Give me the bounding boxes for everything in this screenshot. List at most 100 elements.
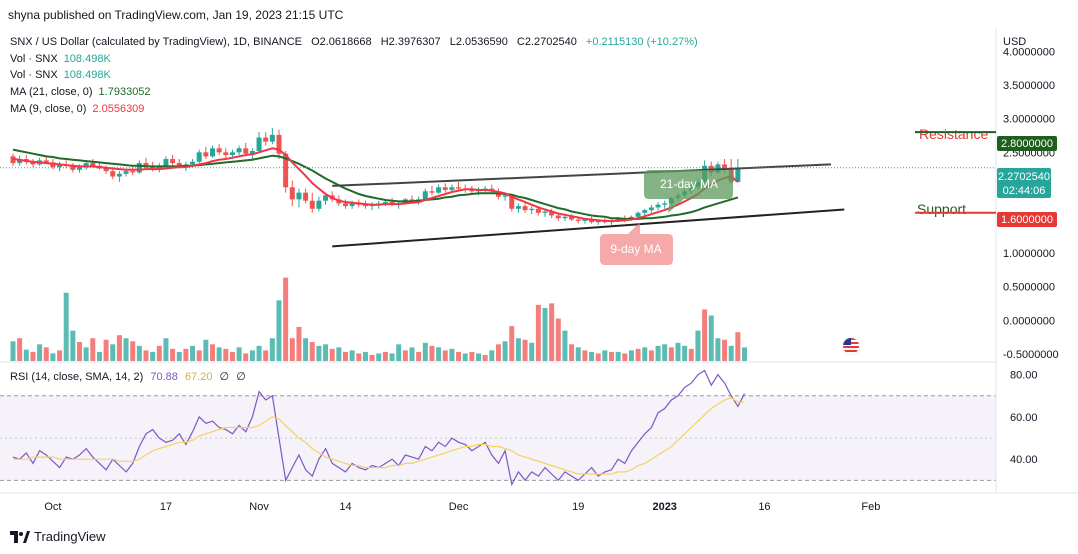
candle-body (203, 152, 209, 157)
candle (210, 145, 215, 158)
volume-bar (482, 354, 488, 361)
ma21-callout[interactable]: 21-day MA (644, 170, 733, 213)
volume-bar (708, 315, 714, 361)
volume-bar (163, 338, 169, 361)
candle-body (349, 203, 355, 207)
volume-bar (190, 345, 196, 361)
candle-body (83, 163, 89, 168)
ohlc-high: H2.3976307 (380, 36, 441, 48)
candle (316, 196, 322, 212)
us-flag-icon[interactable] (841, 336, 861, 356)
volume-legend-2: Vol · SNX 108.498K (10, 69, 111, 81)
volume-bar (688, 348, 694, 361)
candles (10, 128, 741, 225)
volume-bar (622, 353, 628, 361)
volume-bar (728, 345, 734, 361)
ohlc-change: +0.2115130 (+10.27%) (585, 36, 698, 48)
volume-legend-1: Vol · SNX 108.498K (10, 53, 111, 65)
ohlc-close: C2.2702540 (516, 36, 577, 48)
candle-body (589, 219, 595, 223)
candle-body (243, 148, 249, 154)
volume-bar (615, 351, 621, 361)
candle (269, 128, 275, 145)
candle-body (43, 160, 49, 163)
volume-bar (96, 351, 102, 361)
rsi-tick-label: 80.00 (1010, 370, 1038, 382)
candle-body (256, 137, 262, 151)
time-tick-label: 14 (339, 501, 351, 513)
time-axis-ticks: Oct 17 Nov 14 Dec 19 2023 16 Feb (44, 501, 880, 513)
volume-bar (329, 348, 335, 361)
volume-bar (143, 350, 149, 361)
rsi-legend-value: 70.88 (150, 371, 178, 383)
candle-body (269, 134, 275, 142)
candle (196, 149, 202, 164)
ma9-callout[interactable]: 9-day MA (600, 222, 673, 265)
candle-body (77, 167, 82, 170)
volume-bar (203, 339, 209, 361)
volume-bar (495, 344, 501, 361)
volume-bar (103, 339, 109, 361)
volume-bar (549, 303, 555, 361)
candle (549, 208, 555, 219)
volume-bar (316, 345, 322, 361)
volume-bar (389, 353, 395, 361)
candle-body (216, 148, 222, 153)
candle (303, 188, 309, 204)
candle (203, 146, 209, 160)
volume-bar (249, 350, 255, 361)
volume-bar (296, 326, 302, 361)
candle-body (635, 212, 641, 217)
candle-body (249, 150, 255, 154)
price-tick-label: 3.5000000 (1003, 80, 1055, 92)
time-tick-label: Dec (449, 501, 469, 513)
candle-body (442, 187, 448, 190)
volume-bar (555, 318, 561, 361)
candle (655, 202, 661, 211)
ma9-legend-value: 2.0556309 (92, 103, 145, 115)
tradingview-brand[interactable]: TradingView (10, 529, 106, 544)
rsi-legend-label: RSI (14, close, SMA, 14, 2) (10, 371, 144, 383)
volume-bar (662, 344, 668, 361)
symbol-legend: SNX / US Dollar (calculated by TradingVi… (10, 36, 698, 48)
publisher-line: shyna published on TradingView.com, Jan … (8, 8, 344, 22)
candle-body (542, 211, 548, 213)
candle-body (103, 168, 109, 172)
candle (116, 171, 122, 182)
volume-bar (83, 347, 89, 361)
candle-body (90, 163, 96, 166)
candle (276, 129, 282, 160)
rsi-legend-extra-2: ∅ (236, 371, 246, 383)
candle (369, 202, 375, 211)
volume-bar (50, 353, 56, 361)
candle-body (289, 187, 295, 200)
volume-bar (23, 349, 29, 361)
current-price-text: 2.2702540 (998, 171, 1050, 183)
candle-body (110, 171, 116, 177)
lower-trendline[interactable] (332, 208, 845, 248)
ma21-line (12, 148, 739, 220)
candle-body (362, 204, 368, 207)
volume-bar (176, 351, 182, 361)
volume-bar (702, 309, 708, 361)
volume-bar (243, 353, 249, 361)
volume-bar (742, 347, 747, 361)
candle-body (569, 216, 575, 220)
ma9-callout-text: 9-day MA (610, 242, 661, 256)
candle-body (382, 202, 388, 204)
candle-body (648, 207, 654, 211)
support-price-text: 1.6000000 (1001, 214, 1053, 226)
volume-bar (542, 307, 548, 361)
volume-bar (223, 348, 229, 361)
time-tick-label: 19 (572, 501, 584, 513)
volume-bar (515, 338, 521, 361)
candle-body (522, 206, 528, 211)
volume-bar (269, 338, 275, 361)
volume-bar (675, 342, 681, 361)
volume-bar (196, 350, 202, 361)
candle-body (116, 173, 122, 177)
vol2-label: Vol · SNX (10, 69, 58, 81)
candle (635, 211, 641, 219)
volume-bar (63, 292, 69, 361)
